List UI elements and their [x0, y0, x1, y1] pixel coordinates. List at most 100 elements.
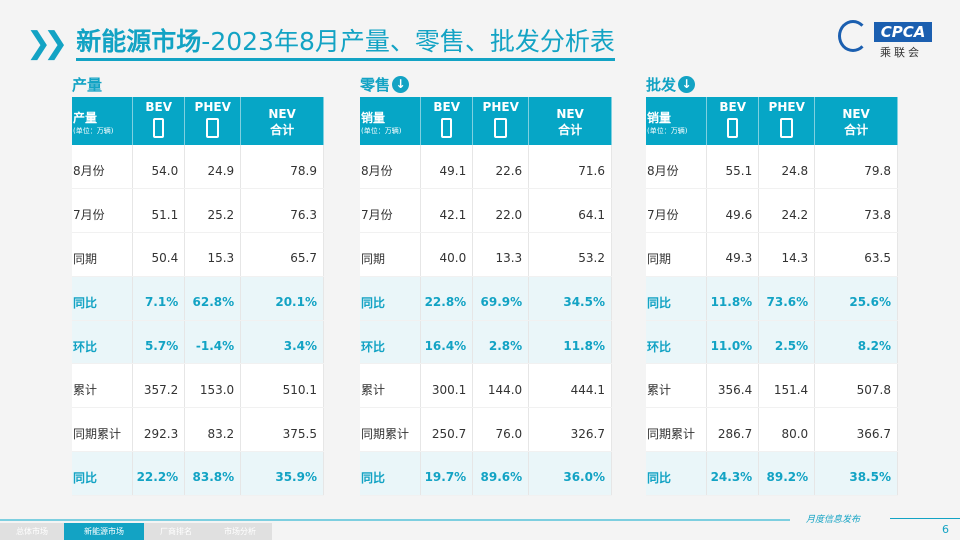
nev-label: NEV	[842, 107, 870, 121]
cell: 375.5	[240, 407, 324, 453]
cell: 环比	[360, 320, 422, 365]
bev-label: BEV	[145, 100, 173, 114]
cell: 同期累计	[646, 407, 708, 453]
header-label-text: 产量	[73, 111, 98, 125]
table-row: 累计 357.2 153.0 510.1	[72, 363, 324, 409]
download-icon[interactable]: ↓	[392, 75, 410, 93]
charger-icon	[780, 118, 794, 138]
cell: 累计	[360, 363, 422, 409]
monthly-release: 月度信息发布	[806, 515, 861, 525]
cell: 5.7%	[132, 320, 186, 365]
nav-tab-overall[interactable]: 总体市场	[0, 523, 64, 540]
cell: 250.7	[420, 407, 474, 453]
table-row: 同期 49.3 14.3 63.5	[646, 232, 898, 277]
nev-sub-label: 合计	[558, 123, 583, 137]
header-phev: PHEV	[184, 97, 242, 145]
table-row: 同比 22.2% 83.8% 35.9%	[72, 451, 324, 496]
header-nev: NEV 合计	[240, 97, 324, 145]
table-row: 环比 16.4% 2.8% 11.8%	[360, 320, 612, 365]
cell: 16.4%	[420, 320, 474, 365]
battery-icon	[727, 118, 739, 138]
cell: 357.2	[132, 363, 186, 409]
cell: 62.8%	[184, 276, 242, 321]
cell: 153.0	[184, 363, 242, 409]
section-0: 产量 产量 (单位：万辆) BEV PHEV NEV 合计 8月份 54.0 24.9 7…	[72, 72, 324, 496]
header-label-text: 销量	[647, 111, 672, 125]
cell: 76.3	[240, 188, 324, 234]
table-row: 同比 19.7% 89.6% 36.0%	[360, 451, 612, 496]
bev-label: BEV	[433, 100, 461, 114]
battery-icon	[441, 118, 453, 138]
header-label: 销量 (单位：万辆)	[360, 97, 422, 145]
cpca-logo: CPCA 乘联会	[836, 20, 936, 59]
cell: 42.1	[420, 188, 474, 234]
page-title: 新能源市场-2023年8月产量、零售、批发分析表	[76, 27, 615, 61]
table-row: 7月份 49.6 24.2 73.8	[646, 188, 898, 234]
cell: 8月份	[646, 145, 708, 190]
section-1: 零售 ↓ 销量 (单位：万辆) BEV PHEV NEV 合计 8月份 49.1 22.6…	[360, 72, 612, 496]
cell: 65.7	[240, 232, 324, 277]
nav-tab-nev[interactable]: 新能源市场	[64, 523, 144, 540]
cell: 2.8%	[472, 320, 530, 365]
title-bold: 新能源市场	[76, 26, 202, 56]
header-phev: PHEV	[758, 97, 816, 145]
cell: 49.3	[706, 232, 760, 277]
nav-tab-ranking[interactable]: 厂商排名	[144, 523, 208, 540]
cell: 同期累计	[72, 407, 134, 453]
header-bev: BEV	[420, 97, 474, 145]
table-row: 同比 11.8% 73.6% 25.6%	[646, 276, 898, 321]
table-row: 同比 24.3% 89.2% 38.5%	[646, 451, 898, 496]
nav-tab-analysis[interactable]: 市场分析	[208, 523, 272, 540]
cell: 292.3	[132, 407, 186, 453]
table-row: 同期累计 286.7 80.0 366.7	[646, 407, 898, 453]
table-header: 销量 (单位：万辆) BEV PHEV NEV 合计	[360, 97, 612, 145]
cell: 35.9%	[240, 451, 324, 496]
cell: 69.9%	[472, 276, 530, 321]
cell: 326.7	[528, 407, 612, 453]
cell: 25.6%	[814, 276, 898, 321]
cell: 同比	[646, 276, 708, 321]
cell: 20.1%	[240, 276, 324, 321]
cell: 286.7	[706, 407, 760, 453]
logo-emblem-icon	[838, 20, 868, 52]
cell: 89.2%	[758, 451, 816, 496]
cell: 73.8	[814, 188, 898, 234]
cell: 53.2	[528, 232, 612, 277]
cell: 8.2%	[814, 320, 898, 365]
table-header: 产量 (单位：万辆) BEV PHEV NEV 合计	[72, 97, 324, 145]
cell: 40.0	[420, 232, 474, 277]
cell: 64.1	[528, 188, 612, 234]
cell: 22.2%	[132, 451, 186, 496]
unit-text: (单位：万辆)	[73, 127, 114, 135]
header-phev: PHEV	[472, 97, 530, 145]
cell: 78.9	[240, 145, 324, 190]
charger-icon	[206, 118, 220, 138]
table-row: 8月份 55.1 24.8 79.8	[646, 145, 898, 190]
cell: 24.8	[758, 145, 816, 190]
cell: 19.7%	[420, 451, 474, 496]
cell: 同比	[646, 451, 708, 496]
section-title-text: 批发	[646, 75, 677, 94]
cell: 同期累计	[360, 407, 422, 453]
footer-nav: 总体市场 新能源市场 厂商排名 市场分析	[0, 523, 272, 540]
cell: 同比	[360, 276, 422, 321]
table-row: 7月份 42.1 22.0 64.1	[360, 188, 612, 234]
header-bev: BEV	[706, 97, 760, 145]
cell: 累计	[72, 363, 134, 409]
cell: 83.2	[184, 407, 242, 453]
nev-label: NEV	[556, 107, 584, 121]
header-label-text: 销量	[361, 111, 386, 125]
header-bev: BEV	[132, 97, 186, 145]
section-title: 批发 ↓	[646, 72, 898, 96]
section-title-text: 零售	[360, 75, 391, 94]
cell: 71.6	[528, 145, 612, 190]
table-row: 8月份 54.0 24.9 78.9	[72, 145, 324, 190]
data-table: 销量 (单位：万辆) BEV PHEV NEV 合计 8月份 49.1 22.6 71.6…	[360, 97, 612, 496]
table-row: 同期累计 250.7 76.0 326.7	[360, 407, 612, 453]
phev-label: PHEV	[768, 100, 805, 114]
data-table: 销量 (单位：万辆) BEV PHEV NEV 合计 8月份 55.1 24.8 79.8…	[646, 97, 898, 496]
download-icon[interactable]: ↓	[678, 75, 696, 93]
cell: 89.6%	[472, 451, 530, 496]
cell: 63.5	[814, 232, 898, 277]
header-label: 产量 (单位：万辆)	[72, 97, 134, 145]
